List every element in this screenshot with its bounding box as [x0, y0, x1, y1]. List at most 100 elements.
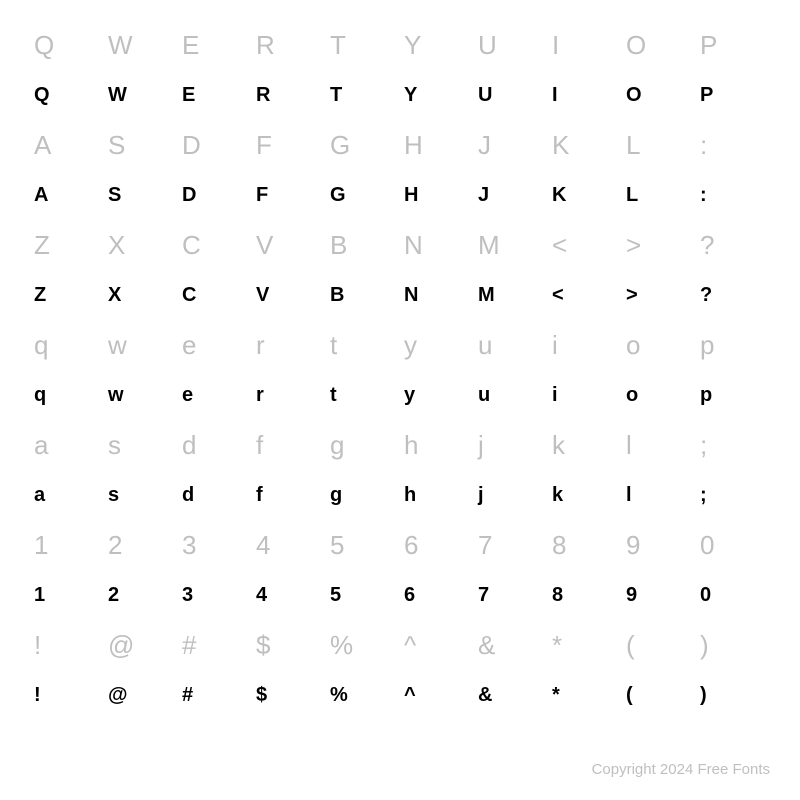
reference-char-cell: p	[696, 320, 770, 370]
reference-glyph: >	[626, 230, 641, 261]
reference-glyph: V	[256, 230, 273, 261]
rendered-glyph: Z	[34, 284, 46, 307]
rendered-char-cell: R	[252, 70, 326, 120]
rendered-glyph: O	[626, 84, 642, 107]
rendered-glyph: u	[478, 384, 490, 407]
rendered-char-cell: u	[474, 370, 548, 420]
reference-glyph: :	[700, 130, 707, 161]
reference-char-cell: M	[474, 220, 548, 270]
reference-glyph: e	[182, 330, 196, 361]
rendered-glyph: l	[626, 484, 632, 507]
rendered-glyph: X	[108, 284, 121, 307]
rendered-char-cell: w	[104, 370, 178, 420]
reference-char-cell: A	[30, 120, 104, 170]
rendered-glyph: Q	[34, 84, 50, 107]
reference-glyph: !	[34, 630, 41, 661]
reference-glyph: (	[626, 630, 635, 661]
reference-glyph: A	[34, 130, 51, 161]
rendered-char-cell: G	[326, 170, 400, 220]
rendered-glyph: 9	[626, 584, 637, 607]
reference-glyph: W	[108, 30, 133, 61]
reference-char-cell: L	[622, 120, 696, 170]
rendered-char-cell: J	[474, 170, 548, 220]
rendered-glyph: 2	[108, 584, 119, 607]
rendered-glyph: S	[108, 184, 121, 207]
reference-char-cell: 7	[474, 520, 548, 570]
rendered-glyph: &	[478, 684, 492, 707]
reference-glyph: F	[256, 130, 272, 161]
reference-glyph: D	[182, 130, 201, 161]
rendered-char-cell: 8	[548, 570, 622, 620]
reference-glyph: I	[552, 30, 559, 61]
rendered-char-cell: 0	[696, 570, 770, 620]
reference-glyph: O	[626, 30, 646, 61]
reference-char-cell: ?	[696, 220, 770, 270]
reference-char-cell: :	[696, 120, 770, 170]
rendered-char-cell: f	[252, 470, 326, 520]
reference-char-cell: t	[326, 320, 400, 370]
reference-glyph: K	[552, 130, 569, 161]
reference-glyph: E	[182, 30, 199, 61]
rendered-glyph: 0	[700, 584, 711, 607]
reference-char-cell: f	[252, 420, 326, 470]
rendered-char-cell: t	[326, 370, 400, 420]
rendered-glyph: p	[700, 384, 712, 407]
rendered-char-cell: 5	[326, 570, 400, 620]
rendered-char-cell: E	[178, 70, 252, 120]
rendered-glyph: ;	[700, 484, 707, 507]
reference-glyph: a	[34, 430, 48, 461]
reference-glyph: h	[404, 430, 418, 461]
rendered-char-cell: 7	[474, 570, 548, 620]
rendered-char-cell: $	[252, 670, 326, 720]
reference-char-cell: 0	[696, 520, 770, 570]
reference-char-cell: I	[548, 20, 622, 70]
reference-glyph: l	[626, 430, 632, 461]
reference-glyph: y	[404, 330, 417, 361]
reference-glyph: j	[478, 430, 484, 461]
rendered-char-cell: B	[326, 270, 400, 320]
rendered-glyph: P	[700, 84, 713, 107]
rendered-char-cell: Y	[400, 70, 474, 120]
reference-char-cell: 8	[548, 520, 622, 570]
rendered-glyph: *	[552, 684, 560, 707]
reference-glyph: H	[404, 130, 423, 161]
reference-char-cell: G	[326, 120, 400, 170]
reference-char-cell: K	[548, 120, 622, 170]
rendered-glyph: V	[256, 284, 269, 307]
rendered-char-cell: F	[252, 170, 326, 220]
reference-glyph: $	[256, 630, 270, 661]
reference-char-cell: O	[622, 20, 696, 70]
rendered-glyph: 1	[34, 584, 45, 607]
reference-glyph: B	[330, 230, 347, 261]
rendered-glyph: L	[626, 184, 638, 207]
reference-glyph: d	[182, 430, 196, 461]
reference-char-cell: T	[326, 20, 400, 70]
rendered-char-cell: T	[326, 70, 400, 120]
reference-char-cell: X	[104, 220, 178, 270]
reference-glyph: *	[552, 630, 562, 661]
rendered-glyph: E	[182, 84, 195, 107]
reference-glyph: L	[626, 130, 640, 161]
reference-glyph: Z	[34, 230, 50, 261]
reference-glyph: Q	[34, 30, 54, 61]
reference-char-cell: j	[474, 420, 548, 470]
reference-char-cell: ;	[696, 420, 770, 470]
reference-glyph: R	[256, 30, 275, 61]
rendered-glyph: 5	[330, 584, 341, 607]
reference-char-cell: 2	[104, 520, 178, 570]
rendered-char-cell: I	[548, 70, 622, 120]
rendered-char-cell: l	[622, 470, 696, 520]
rendered-glyph: <	[552, 284, 564, 307]
rendered-glyph: >	[626, 284, 638, 307]
reference-glyph: #	[182, 630, 196, 661]
reference-char-cell: Z	[30, 220, 104, 270]
rendered-glyph: $	[256, 684, 267, 707]
rendered-char-cell: 2	[104, 570, 178, 620]
reference-char-cell: #	[178, 620, 252, 670]
reference-glyph: k	[552, 430, 565, 461]
rendered-glyph: %	[330, 684, 348, 707]
rendered-glyph: d	[182, 484, 194, 507]
reference-char-cell: E	[178, 20, 252, 70]
reference-char-cell: B	[326, 220, 400, 270]
rendered-char-cell: g	[326, 470, 400, 520]
